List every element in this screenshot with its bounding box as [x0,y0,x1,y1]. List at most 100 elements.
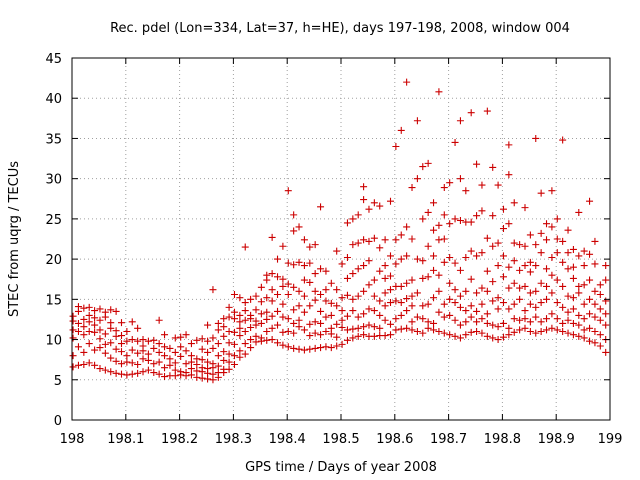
data-point [112,345,120,353]
data-point [483,287,491,295]
data-point [171,366,179,374]
data-point [230,352,238,360]
data-point [225,365,233,373]
data-point [161,331,169,339]
data-point [370,307,378,315]
y-tick-label: 0 [54,414,62,429]
data-point [526,318,534,326]
data-point [559,303,567,311]
data-point [204,358,212,366]
data-point [236,353,244,361]
data-point [483,267,491,275]
data-point [284,328,292,336]
data-point [569,263,577,271]
data-point [241,307,249,315]
data-point [478,249,486,257]
data-point [85,318,93,326]
data-point [295,223,303,231]
data-point [435,271,443,279]
data-point [381,316,389,324]
data-point [204,321,212,329]
data-point [435,236,443,244]
data-point [430,319,438,327]
data-point [327,311,335,319]
data-point [537,249,545,257]
data-point [155,358,163,366]
x-tick-label: 198.5 [322,432,359,447]
data-point [322,328,330,336]
data-point [569,245,577,253]
data-point [413,175,421,183]
data-point [349,241,357,249]
data-point [263,336,271,344]
data-point [435,221,443,229]
data-point [317,331,325,339]
data-point [171,334,179,342]
data-point [559,328,567,336]
data-point [499,273,507,281]
data-point [306,332,314,340]
data-point [543,220,551,228]
data-point [403,279,411,287]
data-point [268,297,276,305]
data-point [241,328,249,336]
data-point [483,319,491,327]
data-point [532,329,540,337]
data-point [435,287,443,295]
data-point [548,187,556,195]
data-point [182,331,190,339]
data-point [499,319,507,327]
data-point [343,291,351,299]
data-point [134,349,142,357]
data-point [128,336,136,344]
data-point [413,328,421,336]
data-point [397,126,405,134]
x-tick-label: 198.2 [161,432,198,447]
data-point [322,267,330,275]
data-point [413,289,421,297]
data-point [467,313,475,321]
data-point [483,310,491,318]
data-point [494,305,502,313]
data-point [128,370,136,378]
data-point [354,265,362,273]
data-point [462,254,470,262]
data-point [343,254,351,262]
data-point [381,332,389,340]
data-point [537,229,545,237]
data-point [198,335,206,343]
data-point [322,313,330,321]
data-point [161,373,169,381]
data-point [365,237,373,245]
data-point [279,300,287,308]
data-point [408,184,416,192]
data-point [295,287,303,295]
data-point [360,183,368,191]
data-point [187,371,195,379]
data-point [386,286,394,294]
data-point [424,242,432,250]
data-point [564,316,572,324]
data-point [354,211,362,219]
data-point [177,343,185,351]
data-point [553,249,561,257]
data-point [419,302,427,310]
data-point [139,342,147,350]
data-point [225,303,233,311]
data-point [69,312,77,320]
data-point [300,276,308,284]
data-point [478,284,486,292]
data-point [252,306,260,314]
data-point [548,254,556,262]
data-point [263,308,271,316]
data-point [505,171,513,179]
data-point [575,252,583,260]
data-point [236,294,244,302]
data-point [284,343,292,351]
data-point [338,316,346,324]
tick-labels: 198 198.1 198.2 198.3 198.4 198.5 198.6 198.7 19… [45,52,622,447]
data-point [155,348,163,356]
data-point [494,323,502,331]
data-point [139,368,147,376]
data-point [370,199,378,207]
